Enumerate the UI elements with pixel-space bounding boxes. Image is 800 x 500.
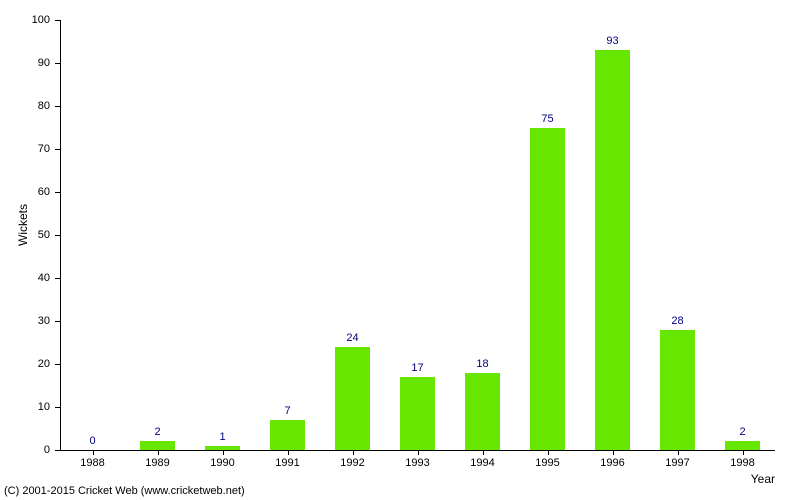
y-axis bbox=[60, 20, 61, 450]
xtick-label: 1996 bbox=[580, 457, 645, 469]
xtick bbox=[158, 450, 159, 455]
ytick-label: 100 bbox=[0, 14, 50, 26]
bar-value-label: 7 bbox=[258, 405, 318, 417]
xtick-label: 1997 bbox=[645, 457, 710, 469]
wickets-bar-chart: 0102030405060708090100019882198911990719… bbox=[0, 0, 800, 500]
xtick-label: 1998 bbox=[710, 457, 775, 469]
ytick bbox=[55, 106, 60, 107]
xtick-label: 1994 bbox=[450, 457, 515, 469]
xtick bbox=[678, 450, 679, 455]
bar bbox=[725, 441, 761, 450]
bar-value-label: 28 bbox=[648, 315, 708, 327]
bar-value-label: 93 bbox=[583, 35, 643, 47]
bar bbox=[595, 50, 631, 450]
xtick-label: 1995 bbox=[515, 457, 580, 469]
ytick bbox=[55, 278, 60, 279]
bar bbox=[530, 128, 566, 451]
ytick-label: 40 bbox=[0, 272, 50, 284]
xtick-label: 1989 bbox=[125, 457, 190, 469]
ytick-label: 90 bbox=[0, 57, 50, 69]
ytick bbox=[55, 235, 60, 236]
ytick-label: 70 bbox=[0, 143, 50, 155]
bar-value-label: 1 bbox=[193, 431, 253, 443]
ytick-label: 30 bbox=[0, 315, 50, 327]
bar-value-label: 0 bbox=[63, 435, 123, 447]
xtick bbox=[223, 450, 224, 455]
bar bbox=[400, 377, 436, 450]
copyright-text: (C) 2001-2015 Cricket Web (www.cricketwe… bbox=[4, 485, 245, 497]
xtick bbox=[548, 450, 549, 455]
xtick-label: 1992 bbox=[320, 457, 385, 469]
xtick-label: 1988 bbox=[60, 457, 125, 469]
ytick-label: 20 bbox=[0, 358, 50, 370]
xtick bbox=[743, 450, 744, 455]
bar bbox=[140, 441, 176, 450]
ytick bbox=[55, 149, 60, 150]
xtick bbox=[483, 450, 484, 455]
bar bbox=[335, 347, 371, 450]
xtick-label: 1991 bbox=[255, 457, 320, 469]
ytick-label: 80 bbox=[0, 100, 50, 112]
xtick-label: 1990 bbox=[190, 457, 255, 469]
xtick-label: 1993 bbox=[385, 457, 450, 469]
y-axis-title: Wickets bbox=[16, 185, 30, 265]
bar-value-label: 24 bbox=[323, 332, 383, 344]
ytick bbox=[55, 450, 60, 451]
bar-value-label: 75 bbox=[518, 113, 578, 125]
bar bbox=[270, 420, 306, 450]
ytick bbox=[55, 63, 60, 64]
bar bbox=[465, 373, 501, 450]
xtick bbox=[93, 450, 94, 455]
ytick bbox=[55, 364, 60, 365]
ytick bbox=[55, 407, 60, 408]
bar-value-label: 2 bbox=[713, 426, 773, 438]
bar-value-label: 2 bbox=[128, 426, 188, 438]
xtick bbox=[353, 450, 354, 455]
xtick bbox=[418, 450, 419, 455]
plot-area bbox=[60, 20, 775, 450]
ytick bbox=[55, 20, 60, 21]
bar-value-label: 18 bbox=[453, 358, 513, 370]
ytick-label: 10 bbox=[0, 401, 50, 413]
ytick bbox=[55, 321, 60, 322]
ytick-label: 0 bbox=[0, 444, 50, 456]
xtick bbox=[288, 450, 289, 455]
bar bbox=[660, 330, 696, 450]
x-axis-title: Year bbox=[60, 472, 775, 486]
bar-value-label: 17 bbox=[388, 362, 448, 374]
xtick bbox=[613, 450, 614, 455]
ytick bbox=[55, 192, 60, 193]
